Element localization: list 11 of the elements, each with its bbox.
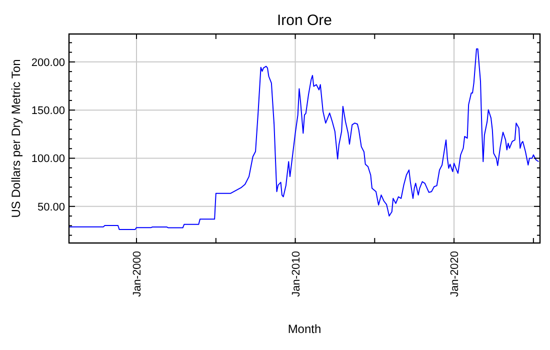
x-axis-title: Month — [288, 322, 322, 336]
x-tick-label: Jan-2000 — [132, 251, 144, 297]
y-axis-title: US Dollars per Dry Metric Ton — [9, 59, 23, 218]
y-tick-label: 150.00 — [31, 105, 65, 118]
y-tick-label: 50.00 — [37, 201, 65, 214]
x-tick-label: Jan-2010 — [290, 251, 302, 297]
x-tick-label: Jan-2020 — [449, 251, 462, 297]
y-tick-label: 100.00 — [31, 153, 65, 166]
chart-title: Iron Ore — [276, 12, 332, 29]
y-tick-label: 200.00 — [31, 56, 65, 69]
line-series — [69, 48, 540, 230]
